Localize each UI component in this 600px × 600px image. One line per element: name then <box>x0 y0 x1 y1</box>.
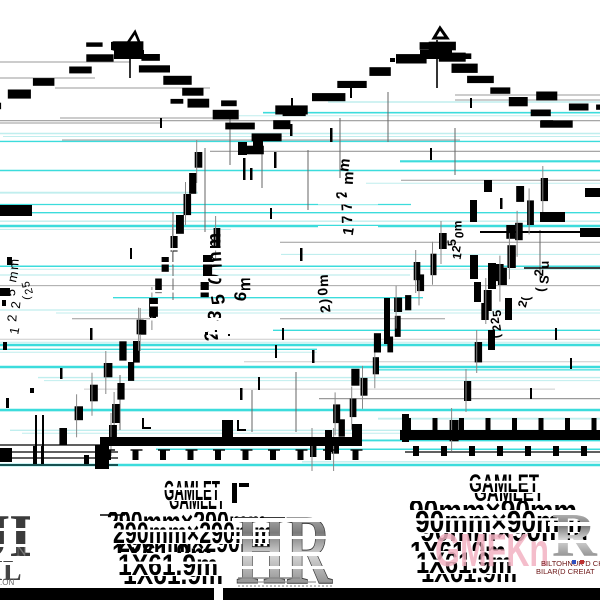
svg-text:m: m <box>451 221 465 232</box>
svg-text:7: 7 <box>339 202 356 211</box>
svg-text:m: m <box>315 274 331 287</box>
svg-text:1X61.9m: 1X61.9m <box>416 547 512 580</box>
svg-text:m: m <box>6 258 22 270</box>
svg-text:.ON: .ON <box>0 578 14 587</box>
svg-text:90mm×90mm: 90mm×90mm <box>409 493 577 528</box>
svg-text:290mm×290mm: 290mm×290mm <box>113 517 273 550</box>
svg-text:2: 2 <box>4 314 19 322</box>
svg-text:2: 2 <box>8 301 24 310</box>
svg-text:m: m <box>4 270 21 284</box>
svg-text:BILTOHNUR’D CH: BILTOHNUR’D CH <box>541 559 600 568</box>
svg-text:JD: JD <box>0 503 53 569</box>
svg-text:m: m <box>205 251 227 269</box>
svg-text:GMFKn: GMFKn <box>435 524 549 576</box>
svg-text:7: 7 <box>339 215 356 224</box>
svg-text:2: 2 <box>333 189 351 200</box>
svg-text:5: 5 <box>3 288 19 297</box>
svg-text:m: m <box>205 233 226 250</box>
svg-text:N: N <box>16 544 27 560</box>
svg-text:m: m <box>235 277 254 292</box>
svg-text:2: 2 <box>488 316 503 324</box>
svg-text:R: R <box>552 502 598 570</box>
svg-text:5: 5 <box>445 238 460 246</box>
svg-text:2: 2 <box>531 269 546 276</box>
svg-text:(: ( <box>21 295 33 300</box>
svg-text:1: 1 <box>6 326 22 336</box>
svg-text:GAMLET: GAMLET <box>169 484 225 515</box>
svg-text:GAMLET: GAMLET <box>469 470 539 498</box>
svg-text:GAMLET: GAMLET <box>474 479 544 507</box>
svg-text:HR: HR <box>236 494 333 600</box>
svg-text:5: 5 <box>20 280 33 289</box>
svg-text:GAMLET: GAMLET <box>164 475 220 506</box>
svg-text:90mm×90mm: 90mm×90mm <box>415 504 583 539</box>
svg-text:BILAR(D CREIAT: BILAR(D CREIAT <box>536 567 595 576</box>
svg-text:290mm×290mm: 290mm×290mm <box>107 506 267 539</box>
svg-text:S: S <box>536 274 552 284</box>
svg-text:2: 2 <box>317 304 334 314</box>
svg-text:(: ( <box>533 286 548 292</box>
svg-text:0: 0 <box>452 231 466 239</box>
svg-text:0: 0 <box>314 287 331 296</box>
svg-text:2: 2 <box>449 244 464 253</box>
svg-text:5: 5 <box>490 309 505 317</box>
svg-text:1X61.9m: 1X61.9m <box>421 556 517 589</box>
svg-text:1X61.9m: 1X61.9m <box>112 538 212 571</box>
svg-text:1: 1 <box>340 226 358 237</box>
svg-text:2: 2 <box>489 323 504 332</box>
svg-text:90mm×90mm: 90mm×90mm <box>420 513 588 548</box>
svg-text:2: 2 <box>23 287 36 296</box>
svg-text:(: ( <box>519 297 533 301</box>
svg-text:1: 1 <box>450 251 465 260</box>
svg-text:m: m <box>335 157 353 172</box>
svg-text:290mm×290mm: 290mm×290mm <box>118 526 278 559</box>
svg-text:m: m <box>340 171 358 185</box>
svg-text:5: 5 <box>208 292 230 306</box>
svg-text:6: 6 <box>230 290 250 303</box>
svg-text:2: 2 <box>515 299 530 309</box>
svg-text:u: u <box>537 261 552 269</box>
svg-text:1X61.9m: 1X61.9m <box>118 549 218 582</box>
svg-text:1X61.9m: 1X61.9m <box>123 558 223 591</box>
svg-text:(: ( <box>489 334 503 339</box>
svg-text:1X61.9m: 1X61.9m <box>410 536 506 569</box>
svg-text:): ) <box>316 298 332 303</box>
svg-text:0: 0 <box>204 272 227 287</box>
